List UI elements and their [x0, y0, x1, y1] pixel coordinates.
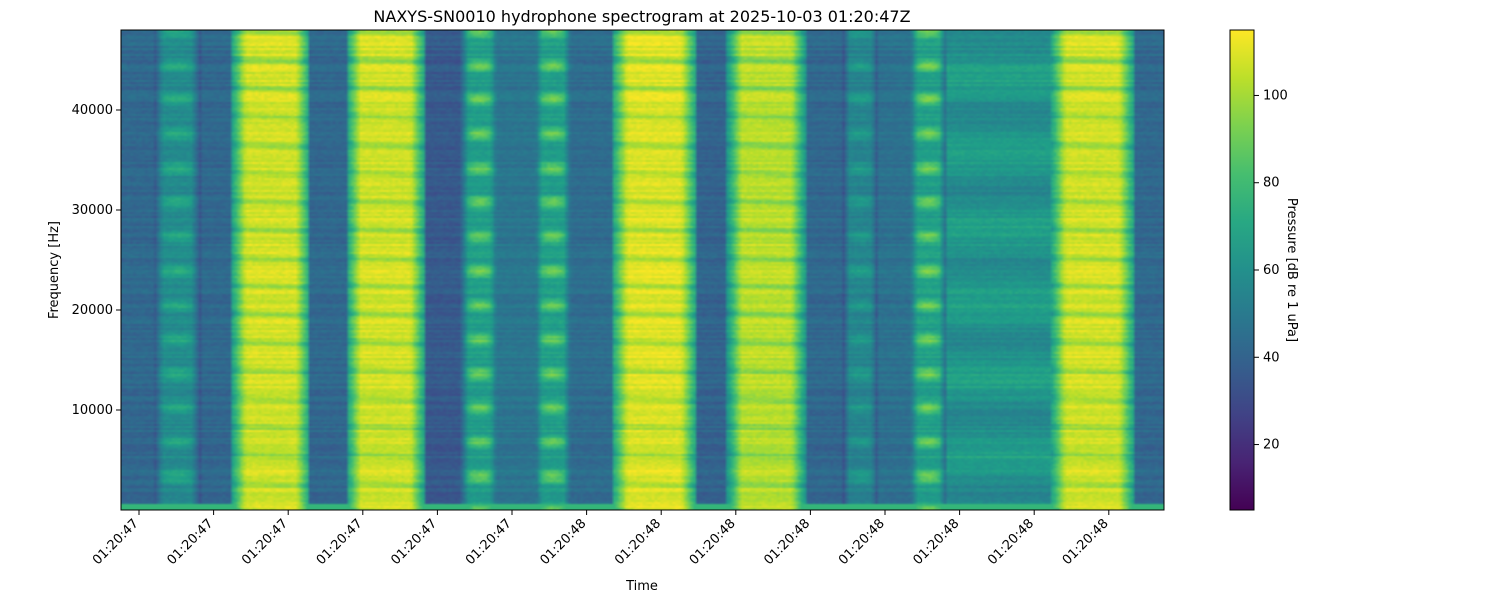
y-tick-label: 10000 — [72, 403, 113, 418]
colorbar-tick-label: 80 — [1263, 176, 1280, 191]
x-axis: 01:20:47 01:20:47 01:20:47 01:20:47 01:20:47… — [90, 510, 1112, 568]
x-tick-label: 01:20:47 — [463, 516, 515, 568]
x-tick-label: 01:20:48 — [538, 516, 590, 568]
x-tick-label: 01:20:47 — [239, 516, 291, 568]
chart-title: NAXYS-SN0010 hydrophone spectrogram at 2… — [373, 7, 910, 26]
plot-frame — [120, 29, 1165, 511]
y-tick-label: 20000 — [72, 303, 113, 318]
x-tick-label: 01:20:47 — [388, 516, 440, 568]
colorbar-tick-label: 40 — [1263, 350, 1280, 365]
y-axis: 10000 20000 30000 40000 — [72, 103, 121, 418]
x-tick-label: 01:20:47 — [314, 516, 366, 568]
colorbar-ticks: 20 40 60 80 100 — [1254, 88, 1288, 453]
x-tick-label: 01:20:47 — [90, 516, 142, 568]
spectrogram-heatmap — [121, 30, 1164, 510]
colorbar-tick-label: 100 — [1263, 88, 1288, 103]
colorbar-gradient — [1230, 30, 1254, 510]
colorbar-tick-label: 20 — [1263, 438, 1280, 453]
y-tick-label: 40000 — [72, 103, 113, 118]
x-tick-label: 01:20:48 — [761, 516, 813, 568]
x-tick-label: 01:20:48 — [836, 516, 888, 568]
plot-area — [120, 29, 1165, 511]
colorbar: 20 40 60 80 100 Pressure [dB re 1 uPa] — [1229, 29, 1299, 511]
x-tick-label: 01:20:47 — [165, 516, 217, 568]
x-tick-label: 01:20:48 — [612, 516, 664, 568]
x-tick-label: 01:20:48 — [687, 516, 739, 568]
colorbar-tick-label: 60 — [1263, 263, 1280, 278]
x-axis-label: Time — [625, 579, 658, 594]
y-tick-label: 30000 — [72, 203, 113, 218]
colorbar-label: Pressure [dB re 1 uPa] — [1284, 198, 1299, 342]
x-tick-label: 01:20:48 — [985, 516, 1037, 568]
x-tick-label: 01:20:48 — [1060, 516, 1112, 568]
x-tick-label: 01:20:48 — [911, 516, 963, 568]
y-axis-label: Frequency [Hz] — [47, 221, 62, 319]
